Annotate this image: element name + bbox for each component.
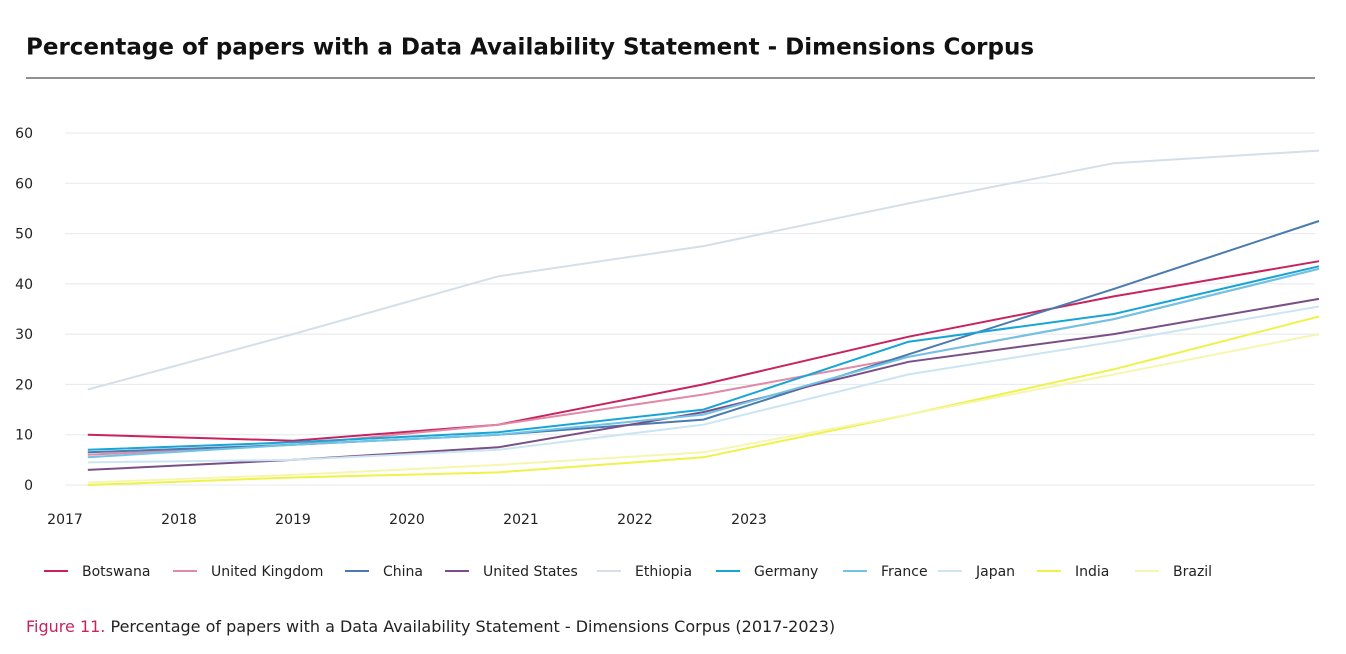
y-tick-label: 60	[15, 176, 33, 192]
series-line	[87, 333, 1320, 484]
x-tick-label: 2020	[389, 512, 425, 528]
x-tick-label: 2023	[731, 512, 767, 528]
legend-label: France	[881, 564, 928, 580]
series-line	[87, 315, 1320, 486]
series-line	[87, 305, 1320, 464]
y-tick-label: 20	[15, 377, 33, 393]
legend-label: Ethiopia	[635, 564, 692, 580]
series-line	[87, 260, 1320, 442]
chart-title: Percentage of papers with a Data Availab…	[26, 35, 1034, 61]
y-tick-label: 30	[15, 327, 33, 343]
legend-label: Japan	[975, 564, 1015, 580]
legend-label: Germany	[754, 564, 818, 580]
y-tick-label: 0	[24, 478, 33, 494]
series-line	[87, 267, 1320, 459]
x-tick-label: 2019	[275, 512, 311, 528]
legend-label: China	[383, 564, 423, 580]
legend-label: United States	[483, 564, 578, 580]
caption: Figure 11. Percentage of papers with a D…	[26, 617, 835, 636]
y-tick-label: 10	[15, 428, 33, 444]
x-tick-label: 2017	[47, 512, 83, 528]
y-tick-label: 60	[15, 126, 33, 142]
legend-label: United Kingdom	[211, 564, 323, 580]
x-tick-label: 2018	[161, 512, 197, 528]
series-line	[87, 267, 1320, 456]
figure-label: Figure 11.	[26, 617, 105, 636]
y-tick-label: 50	[15, 227, 33, 243]
caption-text: Percentage of papers with a Data Availab…	[110, 617, 835, 636]
series-line	[87, 149, 1320, 391]
legend-label: Brazil	[1173, 564, 1212, 580]
y-tick-label: 40	[15, 277, 33, 293]
x-tick-label: 2022	[617, 512, 653, 528]
x-tick-label: 2021	[503, 512, 539, 528]
series-line	[87, 265, 1320, 451]
legend-label: Botswana	[82, 564, 150, 580]
series-line	[87, 220, 1320, 454]
legend-label: India	[1075, 564, 1109, 580]
